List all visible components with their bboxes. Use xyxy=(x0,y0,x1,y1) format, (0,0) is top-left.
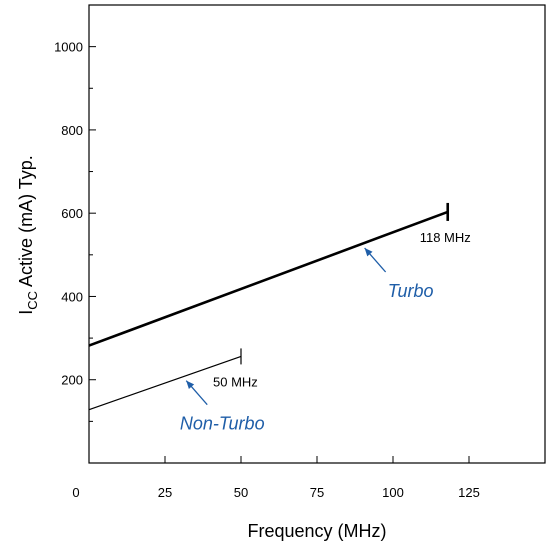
y-tick-label: 200 xyxy=(61,373,83,388)
plot-frame xyxy=(88,4,546,464)
y-axis-title-main: I xyxy=(16,310,36,315)
y-axis-title: ICC Active (mA) Typ. xyxy=(16,155,40,315)
series-layer: 118 MHz Turbo 50 MHz Non-Turbo xyxy=(88,202,471,434)
y-tick-label: 400 xyxy=(61,289,83,304)
turbo-line xyxy=(88,210,449,347)
y-axis-ticks: 200 400 600 800 1000 xyxy=(54,40,96,422)
turbo-series-label: Turbo xyxy=(388,281,434,301)
turbo-end-label: 118 MHz xyxy=(420,230,471,245)
y-axis-title-subscript: CC xyxy=(25,291,40,310)
x-tick-label: 50 xyxy=(234,485,248,500)
x-tick-label: 0 xyxy=(72,485,79,500)
x-tick-label: 125 xyxy=(458,485,480,500)
non-turbo-arrowhead xyxy=(186,380,195,389)
x-axis-title: Frequency (MHz) xyxy=(247,521,386,541)
non-turbo-line xyxy=(88,355,242,411)
y-tick-label: 800 xyxy=(61,123,83,138)
x-tick-label: 75 xyxy=(310,485,324,500)
x-tick-label: 100 xyxy=(382,485,404,500)
y-tick-label: 1000 xyxy=(54,40,83,55)
non-turbo-series-label: Non-Turbo xyxy=(180,414,265,434)
y-axis-title-rest: Active (mA) Typ. xyxy=(16,155,36,291)
y-tick-label: 600 xyxy=(61,206,83,221)
turbo-arrowhead xyxy=(364,248,373,257)
x-tick-label: 25 xyxy=(158,485,172,500)
non-turbo-end-label: 50 MHz xyxy=(213,374,258,389)
x-axis-ticks: 0 25 50 75 100 125 xyxy=(72,456,480,500)
